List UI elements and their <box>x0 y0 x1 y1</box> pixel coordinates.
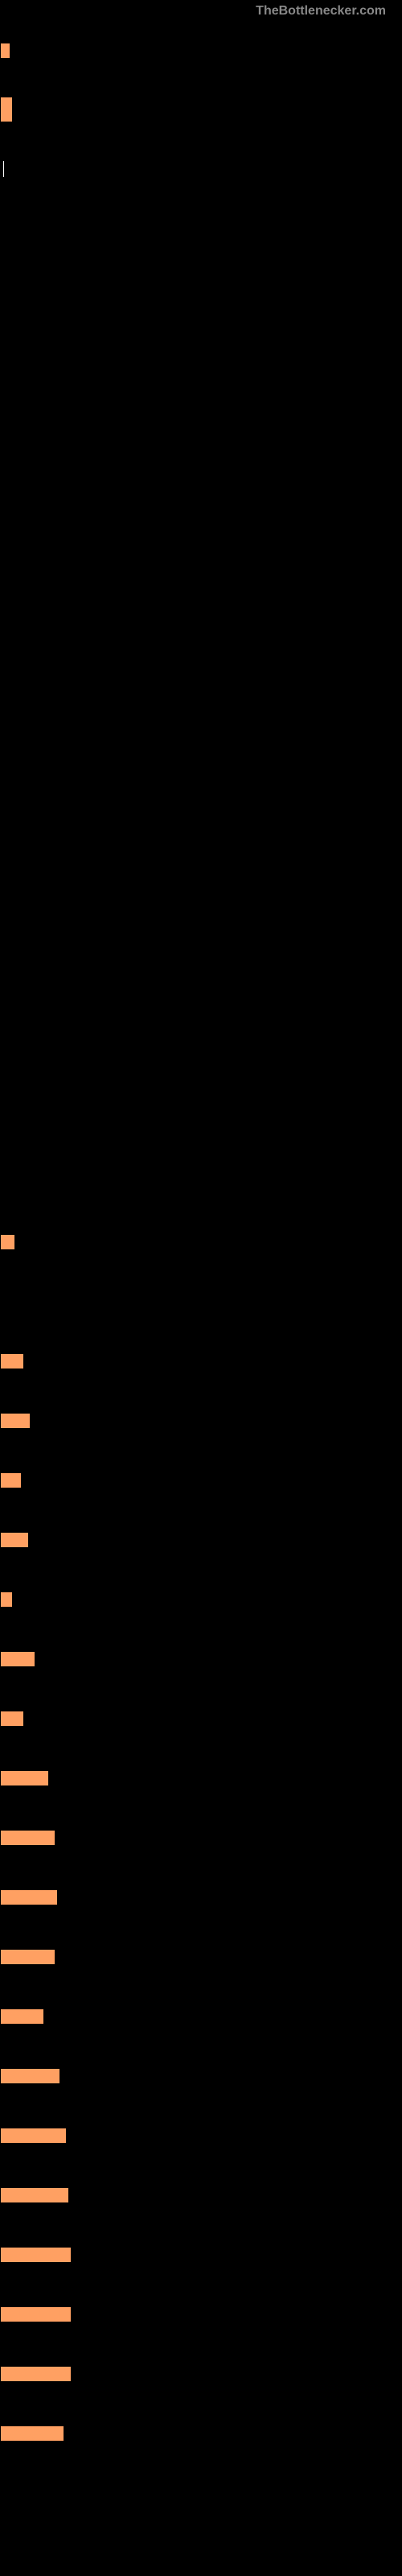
bar-row <box>0 1162 402 1199</box>
bar-row: Bottleneck result: <box>0 2175 402 2212</box>
bar-row: Bot <box>0 1460 402 1497</box>
bar-row <box>0 209 402 246</box>
bar-row <box>0 269 402 306</box>
chart-bar <box>0 2008 44 2025</box>
bar-row: Bottle <box>0 1520 402 1557</box>
chart-bar <box>0 2247 72 2263</box>
header-text: TheBottlenecker.com <box>0 0 402 23</box>
chart-bar <box>0 1234 15 1250</box>
chart-bar <box>0 1472 22 1488</box>
chart-bar <box>0 2366 72 2382</box>
chart-bar <box>0 2187 69 2203</box>
chart-bar <box>0 2306 72 2322</box>
chart-bar <box>0 1949 55 1965</box>
bar-chart: B Bo Bott Bottlen Bot Bottle B Bottlene Bott Bott… <box>0 23 402 2481</box>
bar-row <box>0 745 402 782</box>
chart-bar <box>0 2128 67 2144</box>
bar-row <box>0 150 402 187</box>
bar-row <box>0 448 402 485</box>
bar-row: Bottleneck result <box>0 2354 402 2391</box>
bar-row <box>0 507 402 544</box>
bar-row <box>0 626 402 663</box>
chart-bar <box>0 43 10 59</box>
bar-row: Bottleneck res <box>0 1937 402 1974</box>
bar-row: B <box>0 1579 402 1616</box>
bar-row <box>0 388 402 425</box>
bar-row <box>0 805 402 842</box>
bar-row: Bottleneck result: <box>0 2235 402 2272</box>
chart-bar <box>0 1889 58 1905</box>
bar-row: Bottlen <box>0 1401 402 1438</box>
chart-bar <box>0 1591 13 1608</box>
bar-row: Bott <box>0 1699 402 1736</box>
bar-row <box>0 1043 402 1080</box>
chart-bar <box>0 1711 24 1727</box>
bar-row: Bottleneck <box>0 1996 402 2033</box>
bar-row: Bottleneck re <box>0 1818 402 1855</box>
bar-row <box>0 924 402 961</box>
bar-row: Bo <box>0 1222 402 1259</box>
chart-bar <box>0 2068 60 2084</box>
bar-row: Bottleneck result <box>0 2294 402 2331</box>
bar-row <box>0 567 402 604</box>
bar-row <box>0 1282 402 1319</box>
chart-bar <box>0 2425 64 2442</box>
chart-bar <box>0 1413 31 1429</box>
bar-line <box>3 161 4 177</box>
bar-row: Bottleneck resu <box>0 2413 402 2450</box>
chart-bar <box>0 1353 24 1369</box>
bar-row <box>0 1103 402 1140</box>
bar-row: Bottleneck resu <box>0 1877 402 1914</box>
bar-row: Bottleneck r <box>0 1758 402 1795</box>
bar-row: B <box>0 31 402 68</box>
bar-row: Bott <box>0 1341 402 1378</box>
bar-row: Bottlene <box>0 1639 402 1676</box>
bar-row <box>0 328 402 365</box>
bar-row <box>0 90 402 127</box>
chart-bar <box>0 1532 29 1548</box>
bar-row: Bottleneck result: <box>0 2116 402 2153</box>
chart-bar <box>0 1770 49 1786</box>
bar-row <box>0 686 402 723</box>
bar-row <box>0 984 402 1021</box>
chart-bar <box>0 1830 55 1846</box>
chart-bar <box>0 1651 35 1667</box>
bar-row <box>0 865 402 902</box>
bar-row: Bottleneck resu <box>0 2056 402 2093</box>
chart-bar <box>0 97 13 122</box>
